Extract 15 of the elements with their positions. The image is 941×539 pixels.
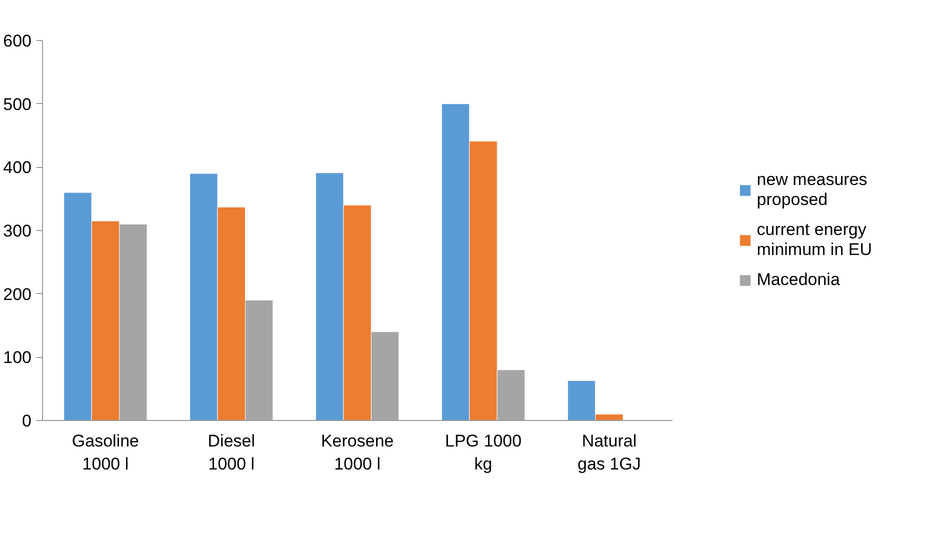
y-tick-label: 100 bbox=[3, 348, 32, 368]
x-tick-label: Natural gas 1GJ bbox=[578, 432, 641, 474]
y-tick-label: 600 bbox=[3, 32, 32, 50]
y-tick-label: 200 bbox=[3, 284, 32, 304]
x-tick-label: Gasoline 1000 l bbox=[72, 432, 140, 474]
legend-label: current energy minimum in EU bbox=[756, 220, 872, 260]
y-tick-label: 400 bbox=[3, 158, 32, 178]
x-tick-label: Kerosene 1000 l bbox=[320, 432, 394, 474]
x-tick-label: LPG 1000 kg bbox=[445, 432, 522, 474]
legend-label: Macedonia bbox=[756, 270, 840, 290]
y-tick-label: 500 bbox=[3, 94, 32, 114]
legend-label: new measures proposed bbox=[756, 170, 868, 210]
x-tick-label: Diesel 1000 l bbox=[208, 432, 256, 474]
y-tick-label: 300 bbox=[3, 222, 32, 240]
y-tick-label: 0 bbox=[22, 412, 32, 430]
